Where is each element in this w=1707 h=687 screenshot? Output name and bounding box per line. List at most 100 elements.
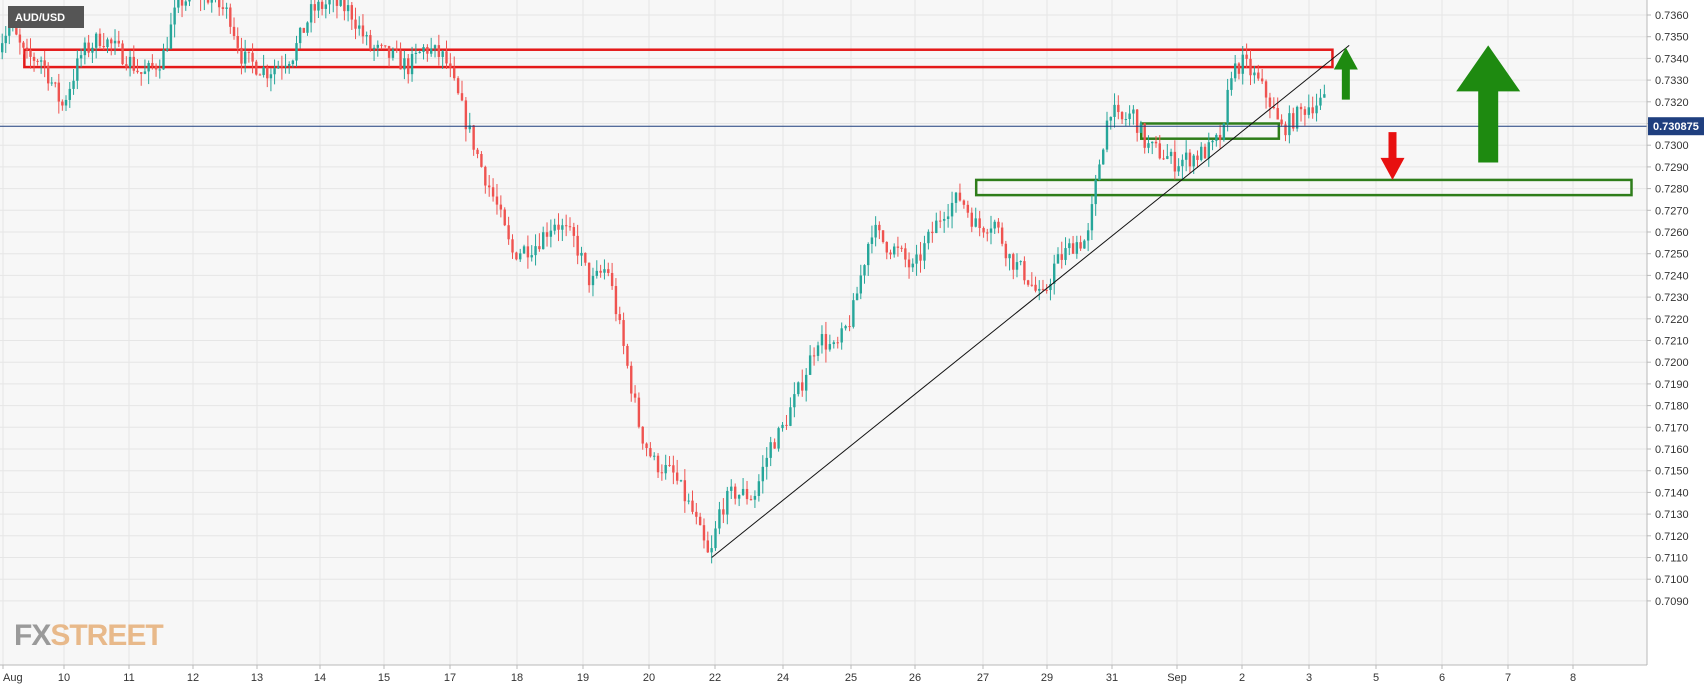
candle-body (480, 154, 483, 167)
logo-part2: STREET (50, 619, 163, 652)
candle-body (277, 66, 280, 69)
candle-body (911, 263, 914, 268)
candle-body (1068, 243, 1071, 249)
candle-body (885, 241, 888, 253)
y-tick-label: 0.7160 (1655, 444, 1689, 456)
candle-body (407, 58, 410, 75)
candle-body (499, 204, 503, 210)
candle-body (429, 48, 433, 54)
candle-body (1124, 119, 1128, 121)
candle-body (132, 56, 135, 71)
candle-body (1075, 242, 1079, 254)
candle-body (328, 0, 331, 5)
candle-body (1049, 283, 1052, 291)
x-tick-label: 19 (577, 672, 589, 684)
candle-body (188, 0, 191, 2)
candle-body (718, 509, 721, 529)
y-tick-label: 0.7230 (1655, 292, 1689, 304)
candle-body (683, 480, 687, 502)
candle-body (1211, 140, 1214, 143)
candle-body (557, 224, 560, 230)
candle-body (1135, 109, 1139, 133)
candle-body (91, 47, 94, 53)
candle-body (660, 472, 664, 474)
candle-body (519, 253, 522, 260)
candle-body (1323, 94, 1326, 98)
candle-body (1166, 156, 1169, 159)
candle-body (587, 262, 591, 286)
candle-body (158, 69, 161, 71)
candle-body (870, 237, 874, 244)
candle-body (591, 275, 595, 286)
symbol-label-bg (8, 6, 84, 28)
candle-body (1249, 58, 1252, 76)
candle-body (1079, 242, 1082, 249)
candle-body (553, 224, 556, 231)
candle-body (247, 51, 251, 53)
x-tick-label: Sep (1167, 672, 1187, 684)
candle-body (561, 225, 564, 230)
candle-body (422, 47, 425, 52)
candle-body (1008, 254, 1011, 259)
candle-body (726, 490, 729, 515)
candle-body (125, 64, 128, 68)
candle-body (1053, 263, 1056, 284)
candle-body (243, 51, 247, 64)
candle-body (361, 25, 365, 37)
overlays-layer (0, 44, 1647, 558)
candle-body (939, 220, 942, 222)
candle-body (828, 344, 832, 350)
candle-body (255, 61, 258, 75)
candle-body (656, 455, 660, 473)
candle-body (1280, 119, 1283, 125)
y-tick-label: 0.7240 (1655, 270, 1689, 282)
candle-body (836, 342, 839, 344)
candle-body (1264, 81, 1268, 98)
candle-body (350, 5, 354, 20)
current-price-badge: 0.730875 (1648, 117, 1704, 136)
x-tick-label: 27 (977, 672, 989, 684)
candle-body (346, 5, 350, 12)
candle-body (1181, 159, 1184, 167)
candle-body (1319, 97, 1322, 106)
candle-body (453, 67, 456, 79)
candle-body (54, 82, 57, 84)
candle-body (15, 24, 18, 35)
candle-body (140, 72, 143, 74)
candle-body (166, 48, 169, 51)
candle-body (1056, 254, 1060, 264)
plot-area (0, 0, 1647, 665)
candle-body (974, 218, 977, 227)
y-tick-label: 0.7180 (1655, 401, 1689, 413)
candle-body (1004, 243, 1008, 259)
candle-body (387, 46, 391, 58)
y-tick-label: 0.7290 (1655, 162, 1689, 174)
arrow-down-icon (1380, 132, 1405, 180)
candle-body (1147, 143, 1150, 148)
candle-body (335, 0, 339, 6)
candle-body (507, 225, 510, 240)
candle-body (915, 254, 918, 264)
candle-body (460, 93, 464, 101)
candle-body (210, 0, 213, 3)
candle-body (83, 42, 87, 56)
candle-body (1311, 107, 1314, 114)
candle-body (76, 58, 79, 81)
candle-body (1233, 63, 1237, 79)
candle-body (284, 65, 287, 67)
candle-body (1041, 288, 1045, 290)
candle-body (749, 499, 753, 501)
candle-body (343, 0, 346, 12)
support-zone (974, 178, 1633, 197)
candle-body (433, 45, 437, 49)
candle-body (1090, 204, 1094, 231)
candle-body (273, 68, 276, 75)
candle-body (1158, 143, 1161, 159)
candle-body (110, 39, 113, 44)
grid-lines (0, 0, 1647, 665)
candle-body (472, 125, 475, 150)
x-tick-label: 2 (1239, 672, 1245, 684)
candle-body (1030, 284, 1034, 286)
candle-body (94, 33, 98, 48)
